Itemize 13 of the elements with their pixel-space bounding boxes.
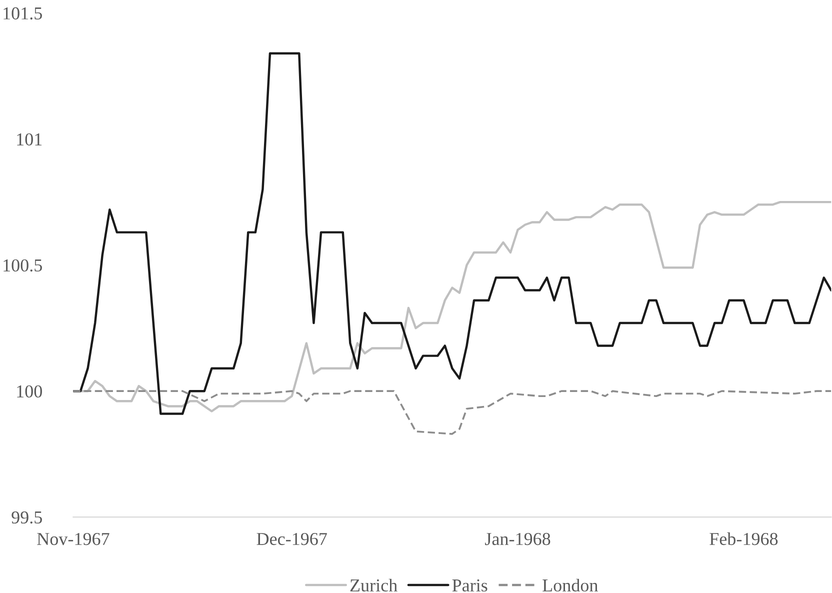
y-tick-label: 101 (17, 133, 42, 146)
x-tick-label: Nov-1967 (37, 532, 110, 546)
y-tick-label: 101.5 (4, 7, 42, 20)
line-series (73, 390, 832, 435)
y-tick-label: 99.5 (12, 511, 42, 524)
x-tick-label: Jan-1968 (485, 532, 550, 546)
legend-label: London (542, 578, 598, 592)
y-tick-label: 100 (17, 385, 42, 398)
x-tick-label: Feb-1968 (710, 532, 778, 546)
y-tick-label: 100.5 (4, 259, 42, 272)
legend-label: Paris (452, 579, 488, 592)
legend-label: Zurich (350, 578, 398, 592)
x-tick-label: Dec-1967 (256, 532, 327, 546)
